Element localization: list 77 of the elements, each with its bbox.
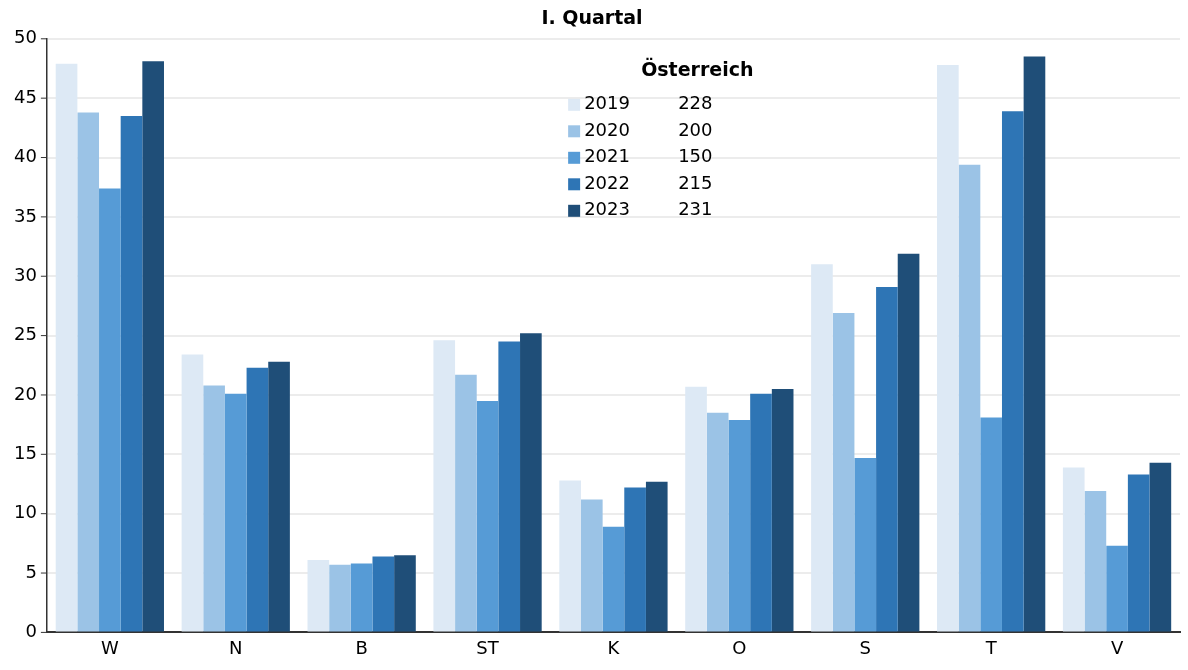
bar bbox=[750, 393, 772, 632]
bar bbox=[476, 400, 499, 632]
bar bbox=[771, 389, 794, 632]
bar bbox=[307, 559, 330, 632]
bar bbox=[99, 188, 121, 632]
x-tick-label: T bbox=[984, 636, 998, 658]
bar bbox=[142, 61, 164, 632]
bar bbox=[937, 64, 959, 632]
x-tick-label: O bbox=[732, 636, 747, 658]
bar bbox=[602, 526, 625, 632]
annotation: 200 bbox=[678, 118, 713, 140]
bar bbox=[372, 556, 395, 632]
y-tick-label: 35 bbox=[14, 204, 37, 226]
bar bbox=[181, 354, 204, 632]
legend-label: 2020 bbox=[584, 118, 630, 140]
bar bbox=[1001, 111, 1024, 632]
bar bbox=[224, 393, 247, 632]
y-tick-label: 15 bbox=[14, 441, 37, 463]
bar bbox=[498, 341, 521, 632]
bar bbox=[559, 480, 581, 632]
bar bbox=[55, 63, 78, 632]
bar bbox=[1106, 545, 1128, 632]
bar bbox=[728, 419, 751, 632]
annotation: 228 bbox=[678, 92, 713, 114]
x-tick-label: S bbox=[859, 636, 871, 658]
bar bbox=[706, 412, 729, 632]
bar bbox=[455, 374, 477, 632]
y-tick-label: 25 bbox=[14, 323, 37, 345]
bar bbox=[520, 333, 542, 632]
bar bbox=[685, 386, 707, 632]
legend-label: 2023 bbox=[584, 198, 630, 220]
legend-title: Österreich bbox=[641, 56, 754, 80]
bar bbox=[433, 340, 456, 632]
bar bbox=[1149, 462, 1172, 632]
bar bbox=[832, 313, 855, 632]
bar bbox=[1127, 474, 1150, 632]
y-tick-label: 10 bbox=[14, 501, 37, 523]
bar bbox=[246, 367, 269, 632]
y-tick-label: 40 bbox=[14, 145, 37, 167]
y-tick-label: 0 bbox=[25, 620, 37, 642]
bar bbox=[876, 286, 898, 632]
bar bbox=[645, 481, 668, 632]
x-tick-label: ST bbox=[476, 636, 500, 658]
bar bbox=[958, 164, 981, 632]
annotation: 150 bbox=[678, 145, 713, 167]
annotation: 231 bbox=[678, 198, 713, 220]
bar bbox=[1084, 491, 1107, 632]
bar bbox=[329, 564, 351, 632]
legend-label: 2019 bbox=[584, 92, 630, 114]
bar bbox=[77, 112, 100, 632]
chart-title: I. Quartal bbox=[541, 6, 643, 29]
bar bbox=[120, 115, 143, 632]
bar bbox=[980, 417, 1002, 632]
x-tick-label: W bbox=[100, 636, 119, 658]
bar bbox=[394, 555, 416, 632]
bar bbox=[580, 499, 603, 632]
legend-label: 2021 bbox=[584, 145, 630, 167]
legend-label: 2022 bbox=[584, 171, 630, 193]
x-tick-label: K bbox=[607, 636, 621, 658]
y-tick-label: 30 bbox=[14, 263, 37, 285]
annotation: 215 bbox=[678, 171, 713, 193]
bar bbox=[811, 264, 833, 632]
bar bbox=[624, 487, 646, 632]
bar bbox=[897, 253, 920, 632]
x-tick-label: V bbox=[1110, 636, 1124, 658]
y-tick-label: 45 bbox=[14, 85, 37, 107]
bar bbox=[1023, 56, 1046, 632]
y-tick-label: 50 bbox=[14, 26, 37, 48]
bar bbox=[854, 457, 877, 632]
x-tick-label: N bbox=[229, 636, 243, 658]
y-tick-label: 20 bbox=[14, 382, 37, 404]
bar bbox=[350, 563, 373, 632]
y-tick-label: 5 bbox=[25, 560, 37, 582]
x-tick-label: B bbox=[355, 636, 368, 658]
bar bbox=[203, 385, 225, 632]
bar bbox=[268, 361, 290, 632]
bar bbox=[1062, 467, 1085, 632]
